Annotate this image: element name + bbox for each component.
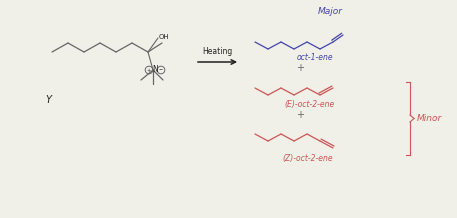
Text: oct-1-ene: oct-1-ene (297, 53, 333, 63)
Text: −: − (159, 68, 163, 73)
Text: Heating: Heating (202, 47, 233, 56)
Text: (Z)-oct-2-ene: (Z)-oct-2-ene (283, 153, 333, 162)
Text: OH: OH (159, 34, 170, 40)
Text: (E)-oct-2-ene: (E)-oct-2-ene (285, 99, 335, 109)
Text: Y: Y (45, 95, 51, 105)
Text: Major: Major (318, 7, 342, 17)
Text: +: + (296, 110, 304, 120)
Text: +: + (296, 63, 304, 73)
Text: N: N (152, 65, 158, 75)
Text: Minor: Minor (417, 114, 442, 123)
Text: +: + (147, 68, 151, 73)
